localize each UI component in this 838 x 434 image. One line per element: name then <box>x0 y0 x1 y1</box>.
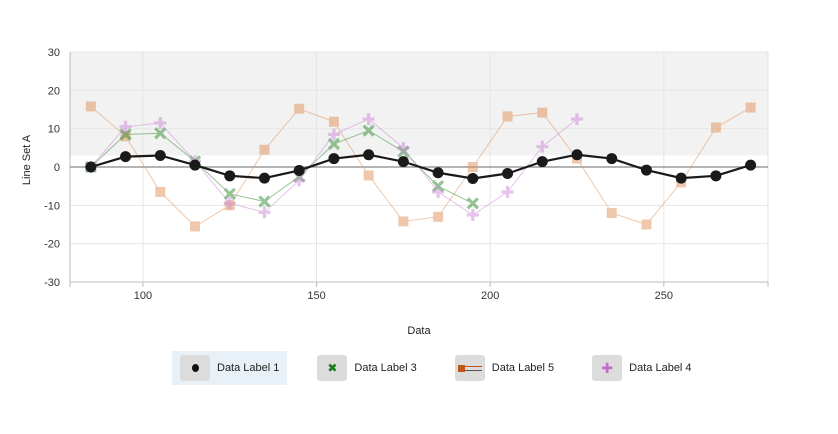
data-point <box>293 164 305 176</box>
data-point <box>537 107 548 118</box>
data-point <box>362 124 375 137</box>
data-point <box>710 170 722 182</box>
data-point <box>154 116 167 129</box>
x-marker-icon: ✖ <box>317 355 348 381</box>
data-point <box>502 111 513 122</box>
y-tick-label: -30 <box>44 277 60 289</box>
data-point <box>223 187 236 200</box>
data-point <box>640 164 652 176</box>
data-point <box>675 172 687 184</box>
data-point <box>223 197 236 210</box>
x-tick-label: 150 <box>307 290 325 302</box>
data-point <box>85 161 97 173</box>
y-tick-label: 30 <box>48 47 60 59</box>
legend-item-data-label-3[interactable]: ✖ Data Label 3 <box>309 351 424 385</box>
data-point <box>119 120 132 133</box>
series-line <box>90 130 474 204</box>
data-point <box>120 151 132 163</box>
data-point <box>294 103 305 114</box>
data-point <box>258 172 270 184</box>
data-point <box>466 197 479 210</box>
data-point <box>190 221 201 232</box>
data-point <box>363 170 374 181</box>
y-tick-label: 20 <box>48 85 60 97</box>
data-point <box>327 128 340 141</box>
series-layer <box>84 101 757 232</box>
data-point <box>398 216 409 227</box>
data-point <box>467 173 479 184</box>
data-point <box>189 159 201 171</box>
square-marker-icon <box>454 355 485 381</box>
data-point <box>327 137 341 151</box>
y-axis-title: Line Set A <box>21 134 33 185</box>
data-point <box>224 170 236 182</box>
circle-marker-icon <box>180 355 210 381</box>
data-point <box>641 219 652 230</box>
legend-item-data-label-5[interactable]: Data Label 5 <box>447 351 562 385</box>
data-point <box>397 141 410 154</box>
data-point <box>433 211 444 222</box>
data-point <box>155 186 166 197</box>
data-point <box>328 153 340 165</box>
x-tick-label: 250 <box>655 290 673 302</box>
legend-label: Data Label 1 <box>217 362 280 374</box>
data-point <box>710 122 721 133</box>
legend: Data Label 1 ✖ Data Label 3 Data Label 5… <box>172 351 700 385</box>
data-point <box>363 149 375 161</box>
plus-marker-icon: ✚ <box>592 355 623 381</box>
series-line <box>90 106 751 228</box>
data-point <box>536 156 548 168</box>
plot-background <box>70 52 768 156</box>
legend-label: Data Label 4 <box>629 362 692 374</box>
x-tick-label: 100 <box>134 290 152 302</box>
data-point <box>362 113 375 126</box>
legend-label: Data Label 5 <box>491 362 555 374</box>
data-point <box>571 149 583 161</box>
x-axis-title: Data <box>407 325 431 337</box>
series-data-label-4 <box>84 113 584 221</box>
data-point <box>397 156 409 168</box>
data-point <box>606 153 618 165</box>
legend-item-data-label-1[interactable]: Data Label 1 <box>172 351 288 385</box>
y-tick-label: -20 <box>44 239 60 251</box>
data-point <box>154 127 167 140</box>
data-point <box>745 159 757 171</box>
y-tick-label: 0 <box>54 162 60 174</box>
data-point <box>293 174 306 187</box>
legend-item-data-label-4[interactable]: ✚ Data Label 4 <box>584 351 699 385</box>
y-tick-label: -10 <box>44 200 60 212</box>
series-line <box>90 153 751 180</box>
data-point <box>501 185 514 198</box>
data-point <box>745 102 756 113</box>
data-point <box>571 113 584 126</box>
data-point <box>258 206 271 219</box>
legend-label: Data Label 3 <box>354 362 417 374</box>
data-point <box>432 185 445 198</box>
data-point <box>467 162 478 172</box>
data-point <box>606 208 617 218</box>
data-point <box>466 208 479 221</box>
data-point <box>502 168 514 180</box>
data-point <box>328 116 339 127</box>
y-tick-label: 10 <box>48 124 60 136</box>
shaded-band <box>70 52 768 156</box>
data-point <box>259 144 270 155</box>
data-point <box>258 195 271 208</box>
data-point <box>432 167 444 179</box>
series-data-label-1 <box>85 149 757 184</box>
data-point <box>536 140 549 153</box>
data-point <box>154 150 166 161</box>
data-point <box>85 101 96 112</box>
x-tick-label: 200 <box>481 290 499 302</box>
tick-labels: -30 -20 -10 0 10 20 30 100 150 200 250 <box>44 47 673 302</box>
